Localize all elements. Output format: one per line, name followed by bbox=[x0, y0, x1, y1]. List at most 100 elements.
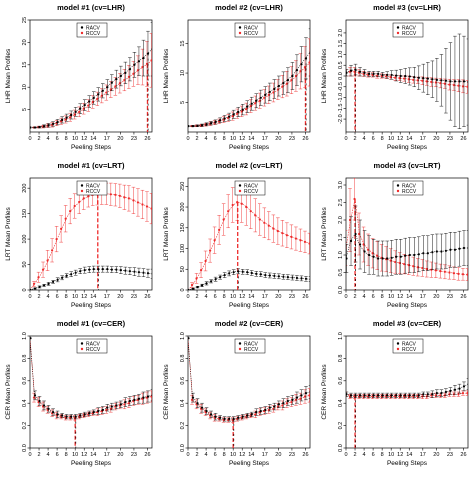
chart-title: model #3 (cv=LRT) bbox=[374, 161, 441, 170]
y-tick-label: 5 bbox=[22, 108, 28, 111]
data-point bbox=[282, 402, 285, 405]
legend-box bbox=[392, 338, 424, 354]
data-point bbox=[33, 126, 37, 129]
x-tick-label: 12 bbox=[81, 136, 87, 142]
x-tick-label: 20 bbox=[433, 294, 439, 300]
series-line bbox=[30, 193, 152, 290]
y-axis-label: LRT Mean Profiles bbox=[5, 206, 12, 260]
x-tick-label: 12 bbox=[397, 294, 403, 300]
series-line bbox=[346, 69, 468, 83]
y-tick-label: 200 bbox=[180, 202, 186, 211]
data-point bbox=[127, 402, 131, 405]
series-racv bbox=[346, 33, 468, 129]
data-point bbox=[435, 392, 438, 395]
x-tick-label: 14 bbox=[406, 136, 412, 142]
data-point bbox=[114, 193, 117, 196]
data-point bbox=[304, 57, 308, 60]
data-point bbox=[83, 269, 86, 272]
chart-panel-6: model #3 (cv=LRT) 0 2 4 6 8 10 12 14 17 20 23 26 0.0 0… bbox=[321, 161, 469, 309]
x-tick-label: 4 bbox=[363, 136, 366, 142]
x-tick-label: 2 bbox=[354, 452, 357, 458]
legend-label: RCCV bbox=[86, 347, 101, 353]
data-point bbox=[412, 265, 415, 268]
x-tick-label: 2 bbox=[354, 136, 357, 142]
data-point bbox=[109, 193, 112, 196]
x-tick-label: 6 bbox=[214, 452, 217, 458]
data-point bbox=[42, 125, 46, 128]
data-point bbox=[281, 232, 284, 235]
plot-frame bbox=[187, 177, 311, 291]
data-point bbox=[299, 239, 302, 242]
data-point bbox=[51, 411, 55, 414]
legend-box bbox=[392, 180, 424, 196]
data-point bbox=[386, 257, 389, 260]
x-tick-label: 0 bbox=[344, 136, 347, 142]
series-line bbox=[30, 48, 152, 128]
data-point bbox=[145, 62, 149, 66]
data-point bbox=[109, 407, 112, 410]
x-tick-label: 8 bbox=[381, 294, 384, 300]
data-point bbox=[228, 272, 231, 275]
y-tick-label: 10 bbox=[180, 70, 186, 76]
series-line bbox=[346, 392, 468, 397]
data-point bbox=[353, 70, 356, 73]
data-point bbox=[453, 80, 457, 83]
data-point bbox=[309, 51, 310, 54]
data-point bbox=[204, 259, 207, 263]
data-point bbox=[124, 400, 127, 404]
data-point bbox=[363, 71, 366, 74]
data-point bbox=[417, 253, 420, 256]
data-point bbox=[61, 118, 64, 122]
data-point bbox=[372, 72, 375, 75]
y-tick-label: 200 bbox=[22, 184, 28, 193]
data-point bbox=[422, 77, 425, 80]
data-point bbox=[264, 408, 267, 412]
data-point bbox=[42, 284, 46, 287]
x-tick-label: 4 bbox=[47, 294, 50, 300]
x-tick-label: 23 bbox=[289, 136, 295, 142]
data-point bbox=[466, 273, 468, 276]
legend-box bbox=[76, 22, 108, 38]
x-axis-label: Peeling Steps bbox=[229, 302, 270, 309]
data-point bbox=[416, 266, 419, 269]
data-point bbox=[413, 394, 416, 397]
y-tick-label: 0.2 bbox=[22, 422, 28, 430]
legend-marker bbox=[238, 31, 242, 35]
data-point bbox=[214, 415, 217, 418]
data-point bbox=[349, 394, 353, 397]
y-tick-label: 20 bbox=[22, 39, 28, 45]
y-axis-label: CER Mean Profiles bbox=[5, 364, 12, 420]
data-point bbox=[434, 269, 437, 272]
data-point bbox=[435, 78, 438, 81]
data-point bbox=[404, 394, 407, 397]
data-point bbox=[209, 122, 213, 125]
series-racv bbox=[346, 378, 468, 398]
data-point bbox=[227, 210, 230, 213]
data-point bbox=[231, 114, 234, 118]
data-point bbox=[64, 118, 67, 121]
data-point bbox=[115, 268, 118, 271]
data-point bbox=[254, 102, 257, 105]
x-tick-label: 8 bbox=[65, 452, 68, 458]
x-tick-label: 26 bbox=[302, 136, 308, 142]
data-point bbox=[403, 263, 406, 266]
x-tick-label: 8 bbox=[65, 294, 68, 300]
plot-area bbox=[30, 337, 152, 421]
data-point bbox=[200, 284, 204, 287]
data-point bbox=[346, 257, 348, 260]
data-point bbox=[372, 255, 375, 258]
data-point bbox=[439, 82, 442, 85]
data-point bbox=[367, 253, 371, 257]
data-point bbox=[232, 271, 235, 274]
data-point bbox=[395, 394, 398, 397]
data-point bbox=[115, 78, 118, 81]
data-point bbox=[276, 229, 279, 233]
data-point bbox=[101, 89, 104, 92]
data-point bbox=[426, 77, 429, 80]
data-point bbox=[47, 124, 50, 127]
legend-label: RACV bbox=[244, 341, 259, 347]
series-racv bbox=[30, 22, 152, 129]
x-tick-label: 4 bbox=[205, 294, 208, 300]
